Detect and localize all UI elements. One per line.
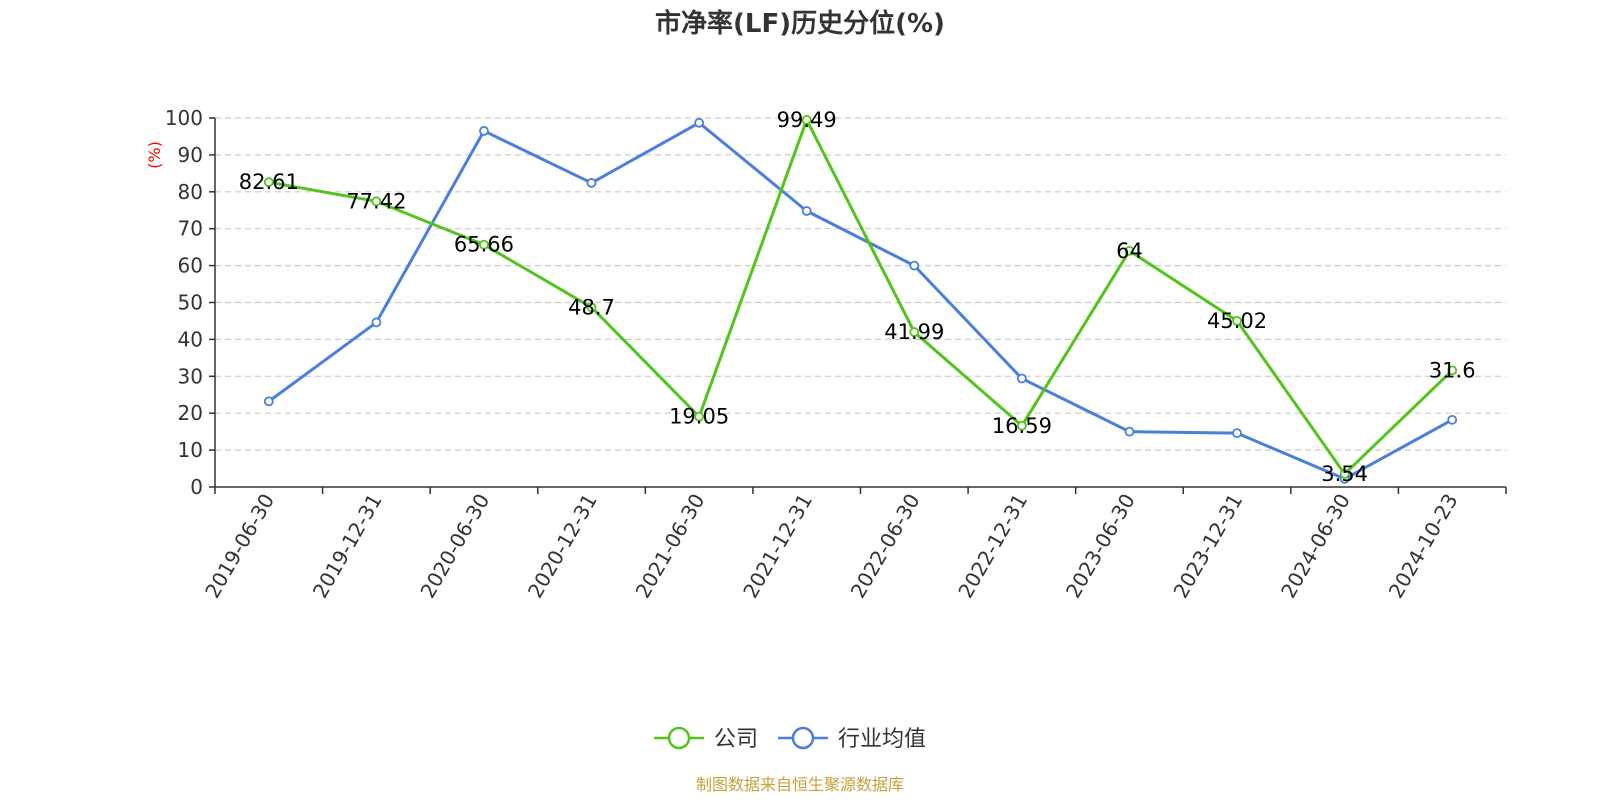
y-tick-label: 90	[178, 143, 203, 167]
y-tick-label: 10	[178, 438, 203, 462]
x-tick-label: 2023-12-31	[1168, 490, 1247, 603]
grid-lines	[215, 117, 1506, 451]
y-tick-label: 70	[178, 217, 203, 241]
series-layer	[263, 114, 1458, 484]
y-axis-ticks: 0 10 20 30 40 50 60 70 80 90 100	[165, 106, 215, 499]
data-point[interactable]	[371, 196, 382, 207]
y-tick-label: 40	[178, 327, 203, 351]
data-point[interactable]	[586, 302, 597, 313]
data-label: 3.54	[1321, 462, 1368, 486]
x-tick-label: 2023-06-30	[1061, 490, 1140, 603]
data-label: 31.6	[1429, 358, 1476, 382]
data-point[interactable]	[1447, 365, 1458, 376]
data-label: 64	[1116, 239, 1143, 263]
x-tick-label: 2021-06-30	[631, 490, 710, 603]
y-tick-label: 100	[165, 106, 203, 130]
data-point[interactable]	[263, 396, 274, 407]
data-point[interactable]	[694, 117, 705, 128]
data-point[interactable]	[1339, 469, 1350, 479]
legend-item-行业均值[interactable]: 行业均值	[778, 726, 926, 752]
data-point[interactable]	[801, 206, 812, 216]
data-label: 19.05	[669, 405, 729, 429]
y-tick-label: 30	[178, 364, 203, 388]
series-line	[267, 121, 1453, 481]
series-line	[268, 118, 1454, 476]
x-tick-label: 2019-06-30	[200, 490, 279, 603]
legend-circle-icon	[791, 726, 815, 750]
data-point[interactable]	[371, 317, 382, 328]
data-point[interactable]	[1232, 428, 1242, 439]
x-tick-label: 2020-06-30	[415, 490, 494, 603]
data-point[interactable]	[909, 260, 920, 271]
x-tick-label: 2022-12-31	[953, 490, 1032, 603]
data-point[interactable]	[909, 327, 920, 337]
y-tick-label: 80	[178, 180, 203, 204]
data-label: 82.61	[239, 170, 299, 194]
data-point[interactable]	[479, 239, 489, 250]
data-point[interactable]	[801, 114, 812, 125]
legend[interactable]: 公司 行业均值	[654, 726, 926, 752]
data-label: 41.99	[884, 320, 944, 344]
data-label: 48.7	[568, 295, 615, 319]
data-point[interactable]	[586, 178, 597, 188]
data-point[interactable]	[1016, 420, 1027, 431]
data-point[interactable]	[479, 126, 489, 136]
legend-item-公司[interactable]: 公司	[654, 726, 758, 752]
chart-title: 市净率(LF)历史分位(%)	[655, 8, 945, 39]
data-labels: 82.61 77.42 65.66 48.7 19.05 99.49 41.99 16.59 6…	[239, 108, 1476, 486]
y-tick-label: 20	[178, 401, 203, 425]
source-note: 制图数据来自恒生聚源数据库	[696, 775, 904, 794]
x-tick-label: 2019-12-31	[308, 490, 387, 603]
legend-label: 行业均值	[838, 727, 926, 752]
data-point[interactable]	[263, 177, 274, 188]
x-tick-label: 2021-12-31	[738, 490, 817, 603]
x-tick-label: 2024-06-30	[1276, 490, 1355, 603]
legend-label: 公司	[714, 727, 758, 752]
data-label: 45.02	[1207, 309, 1267, 333]
y-axis-unit-label: (%)	[145, 141, 164, 169]
data-point[interactable]	[1447, 414, 1458, 425]
x-axis-ticks: 2019-06-30 2019-12-31 2020-06-30 2020-12-31…	[200, 487, 1507, 603]
x-tick-label: 2022-06-30	[846, 490, 925, 603]
data-point[interactable]	[1124, 426, 1135, 437]
x-tick-label: 2020-12-31	[523, 490, 602, 603]
y-tick-label: 50	[178, 291, 203, 315]
legend-circle-icon	[667, 726, 691, 750]
data-point[interactable]	[1232, 315, 1242, 326]
y-tick-label: 0	[190, 475, 203, 499]
data-label: 77.42	[346, 189, 406, 213]
data-label: 65.66	[454, 233, 514, 257]
data-point[interactable]	[694, 411, 705, 422]
data-point[interactable]	[1124, 245, 1135, 256]
x-tick-label: 2024-10-23	[1384, 490, 1463, 603]
data-label: 16.59	[992, 414, 1052, 438]
data-point[interactable]	[1016, 373, 1027, 384]
series-行业均值	[263, 117, 1458, 484]
y-tick-label: 60	[178, 254, 203, 278]
series-公司	[263, 114, 1458, 479]
data-label: 99.49	[777, 108, 837, 132]
